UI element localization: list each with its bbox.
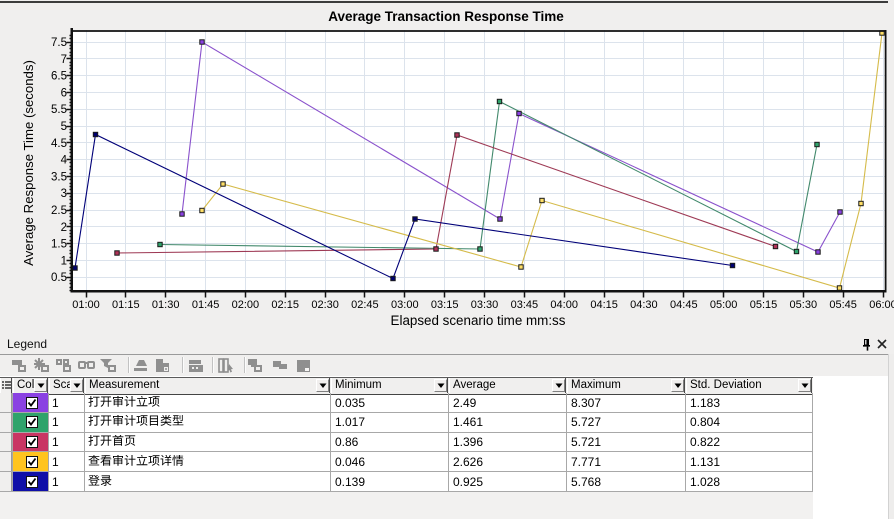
svg-text:05:00: 05:00 (710, 299, 738, 311)
svg-text:04:45: 04:45 (670, 299, 698, 311)
svg-text:04:15: 04:15 (590, 299, 618, 311)
svg-text:02:45: 02:45 (351, 299, 379, 311)
svg-text:06:00: 06:00 (869, 299, 894, 311)
svg-text:05:45: 05:45 (829, 299, 857, 311)
svg-text:05:15: 05:15 (750, 299, 778, 311)
svg-text:3.5: 3.5 (51, 171, 67, 183)
svg-text:6.5: 6.5 (51, 71, 67, 83)
svg-text:5: 5 (61, 121, 67, 133)
svg-text:Elapsed scenario time mm:ss: Elapsed scenario time mm:ss (391, 313, 566, 328)
svg-text:1: 1 (61, 255, 67, 267)
svg-text:02:30: 02:30 (311, 299, 339, 311)
svg-text:04:30: 04:30 (630, 299, 658, 311)
svg-text:01:15: 01:15 (112, 299, 140, 311)
svg-text:01:00: 01:00 (72, 299, 100, 311)
svg-text:03:15: 03:15 (431, 299, 459, 311)
svg-text:7: 7 (61, 54, 67, 66)
svg-text:7.5: 7.5 (51, 37, 67, 49)
svg-text:01:30: 01:30 (152, 299, 180, 311)
svg-text:Average Transaction Response T: Average Transaction Response Time (328, 9, 564, 24)
svg-text:4.5: 4.5 (51, 138, 67, 150)
svg-text:04:00: 04:00 (550, 299, 578, 311)
svg-text:3: 3 (61, 188, 67, 200)
svg-text:01:45: 01:45 (192, 299, 220, 311)
svg-text:02:00: 02:00 (232, 299, 260, 311)
svg-text:5.5: 5.5 (51, 104, 67, 116)
svg-text:1.5: 1.5 (51, 239, 67, 251)
svg-text:05:30: 05:30 (790, 299, 818, 311)
svg-text:2.5: 2.5 (51, 205, 67, 217)
svg-text:03:45: 03:45 (511, 299, 539, 311)
svg-text:0.5: 0.5 (51, 272, 67, 284)
svg-text:03:30: 03:30 (471, 299, 499, 311)
svg-text:03:00: 03:00 (391, 299, 419, 311)
svg-text:6: 6 (61, 87, 67, 99)
svg-text:4: 4 (61, 155, 68, 167)
svg-text:02:15: 02:15 (271, 299, 299, 311)
svg-text:Average Response Time (seconds: Average Response Time (seconds) (21, 60, 36, 266)
svg-text:2: 2 (61, 222, 67, 234)
